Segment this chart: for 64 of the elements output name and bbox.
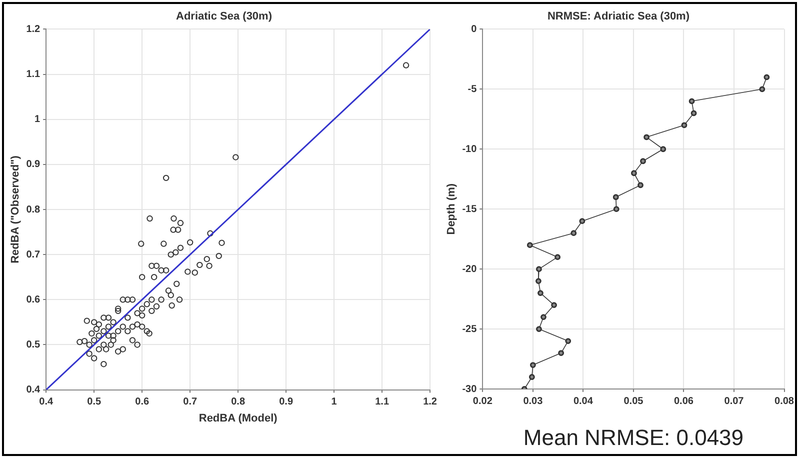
- point: [538, 290, 544, 296]
- text: Mean NRMSE: 0.0439: [523, 425, 744, 450]
- point: [540, 314, 546, 320]
- y-axis-title: Depth (m): [446, 183, 458, 235]
- point: [579, 218, 586, 224]
- point: [536, 266, 542, 272]
- x-tick-label: 0.8: [231, 396, 246, 408]
- y-tick-label: 0.8: [26, 204, 41, 216]
- y-tick-label: 0.5: [26, 339, 41, 350]
- point: [526, 242, 533, 248]
- y-tick-label: -20: [462, 264, 478, 275]
- x-tick-label: 0.5: [87, 396, 102, 408]
- x-tick-label: 1.2: [423, 396, 438, 408]
- y-tick-label: -15: [462, 204, 478, 215]
- x-tick-label: 0.04: [573, 396, 594, 407]
- point: [570, 230, 577, 236]
- y-tick-label: 0.4: [26, 384, 41, 396]
- point: [759, 86, 766, 92]
- point: [688, 98, 695, 104]
- y-tick-label: 0.9: [26, 159, 41, 170]
- point: [612, 194, 619, 200]
- point: [764, 74, 770, 80]
- x-tick-label: 1.1: [375, 396, 390, 408]
- y-tick-label: -30: [462, 384, 478, 395]
- x-axis-title: RedBA (Model): [198, 412, 278, 424]
- y-tick-label: 0: [471, 24, 478, 35]
- y-axis-title: RedBA ("Observed"): [10, 155, 22, 264]
- x-tick-label: 1: [331, 396, 338, 408]
- point: [528, 374, 535, 380]
- x-tick-label: 0.05: [624, 396, 644, 407]
- chart-title: NRMSE: Adriatic Sea (30m): [547, 10, 690, 23]
- point: [644, 134, 650, 140]
- point: [565, 338, 572, 344]
- point: [536, 326, 542, 332]
- chart-title: Adriatic Sea (30m): [176, 10, 272, 23]
- point: [640, 158, 646, 164]
- x-tick-label: 0.03: [523, 396, 544, 407]
- point: [631, 170, 637, 176]
- point: [613, 206, 620, 212]
- point: [638, 182, 644, 188]
- x-tick-label: 0.02: [472, 396, 493, 407]
- x-tick-label: 0.08: [774, 396, 794, 407]
- y-tick-label: -10: [462, 144, 478, 155]
- y-tick-label: 1.1: [26, 69, 41, 80]
- point: [551, 302, 557, 308]
- x-tick-label: 0.4: [39, 396, 54, 408]
- point: [558, 350, 564, 356]
- x-tick-label: 0.06: [674, 396, 694, 407]
- y-tick-label: -5: [468, 84, 478, 95]
- y-tick-label: 1.2: [26, 24, 41, 35]
- y-tick-label: 1: [34, 114, 41, 126]
- point: [530, 362, 536, 368]
- x-tick-label: 0.9: [279, 396, 294, 408]
- y-tick-label: -25: [462, 324, 478, 335]
- point: [536, 278, 542, 284]
- point: [690, 110, 697, 116]
- x-tick-label: 0.7: [183, 396, 198, 408]
- y-tick-label: 0.6: [26, 294, 41, 306]
- y-tick-label: 0.7: [26, 249, 41, 260]
- x-tick-label: 0.07: [724, 396, 744, 407]
- point: [660, 146, 666, 152]
- point: [681, 122, 688, 128]
- point: [554, 254, 561, 260]
- x-tick-label: 0.6: [135, 396, 150, 408]
